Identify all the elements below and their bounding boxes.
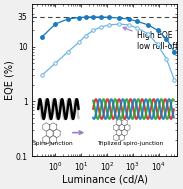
Y-axis label: EQE (%): EQE (%) <box>4 60 14 100</box>
X-axis label: Luminance (cd/A): Luminance (cd/A) <box>62 175 147 185</box>
Text: High EQE
low roll-off: High EQE low roll-off <box>123 27 178 51</box>
